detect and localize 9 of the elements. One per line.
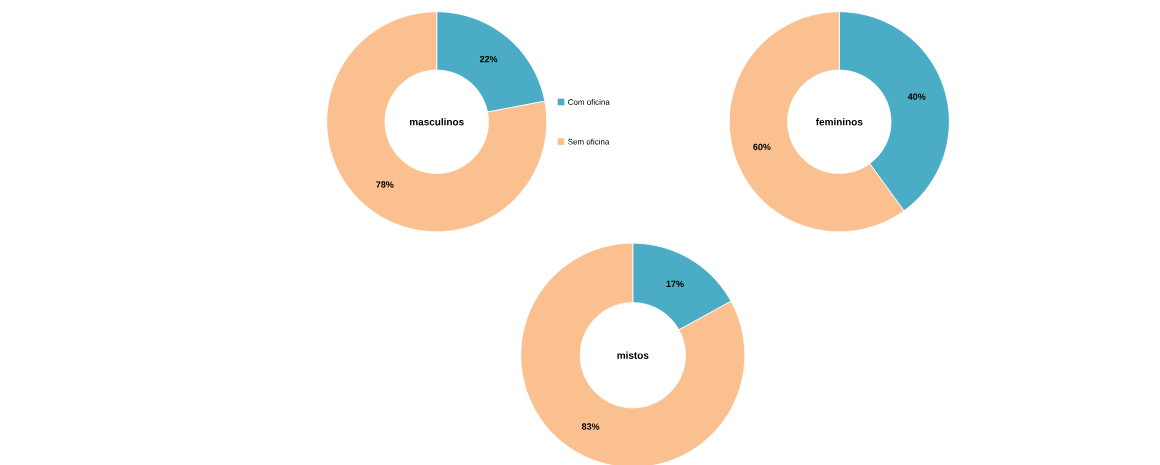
text: masculinos: [409, 118, 464, 126]
data-label: 22%: [479, 55, 498, 63]
data-label: 78%: [376, 181, 394, 188]
data-label: 60%: [753, 143, 771, 151]
data-label: 83%: [581, 423, 600, 430]
text: femininos: [815, 118, 863, 126]
data-label: 40%: [907, 93, 926, 100]
data-label: 17%: [666, 280, 684, 288]
text: mistos: [617, 351, 649, 359]
